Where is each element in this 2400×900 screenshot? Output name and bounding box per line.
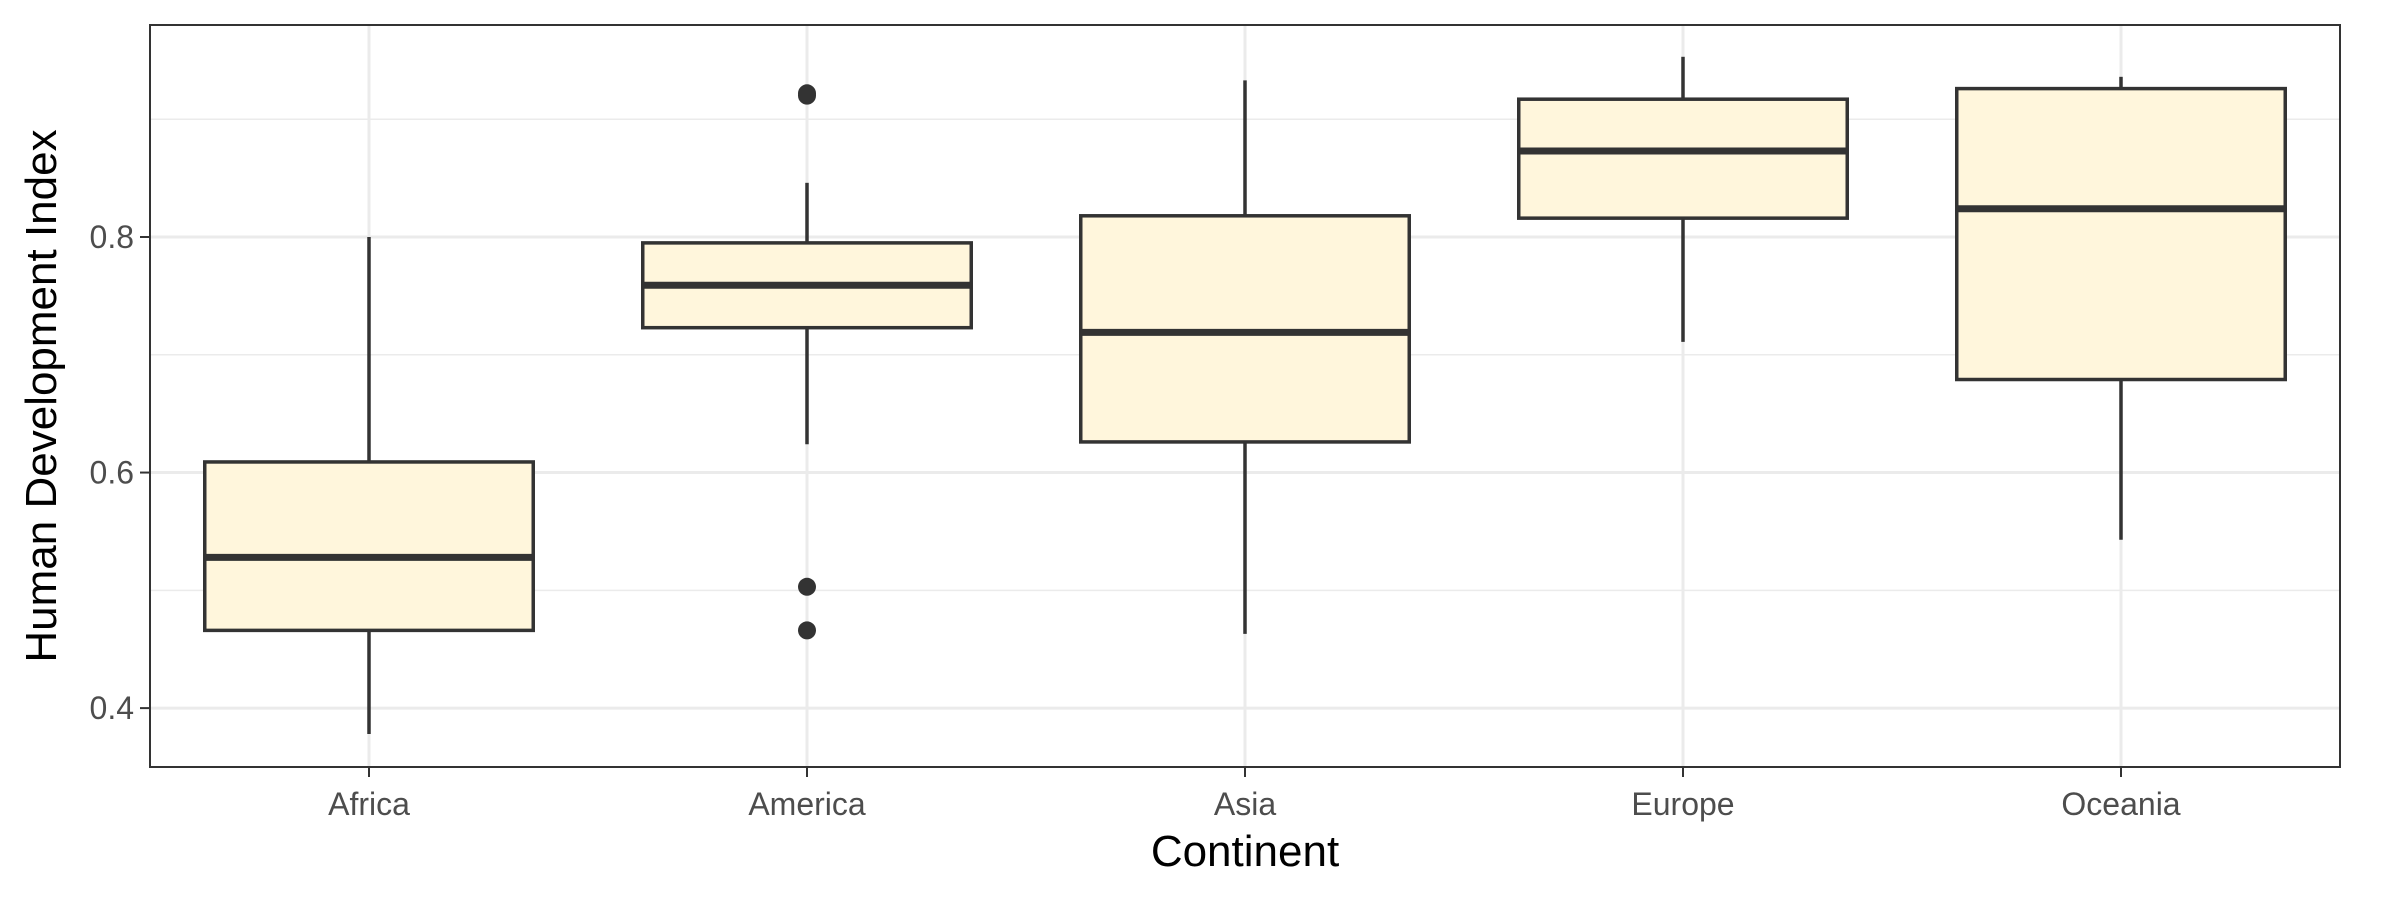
box-africa — [203, 237, 535, 735]
x-axis-title: Continent — [1151, 827, 1339, 876]
box-oceania — [1955, 76, 2287, 540]
outlier-point — [798, 621, 816, 640]
outlier-point — [798, 577, 816, 596]
iqr-box — [203, 460, 535, 633]
x-tick-label: Asia — [1214, 786, 1276, 822]
box-asia — [1079, 80, 1411, 634]
x-tick-label: America — [748, 786, 866, 822]
y-tick-label: 0.8 — [90, 219, 134, 255]
y-tick-label: 0.6 — [90, 455, 134, 491]
outlier-point — [798, 84, 816, 103]
iqr-box — [1955, 86, 2287, 382]
x-tick-label: Europe — [1631, 786, 1734, 822]
box-europe — [1517, 56, 1849, 342]
box-layer — [203, 56, 2287, 735]
iqr-box — [1079, 214, 1411, 444]
iqr-box — [1517, 97, 1849, 220]
box-america — [641, 84, 973, 640]
x-tick-label: Oceania — [2061, 786, 2180, 822]
x-tick-label: Africa — [328, 786, 410, 822]
axis-layer: 0.4 0.6 0.8 Africa America Asia Europe Oceania — [90, 219, 2181, 822]
y-axis-title: Human Development Index — [17, 129, 66, 662]
y-tick-label: 0.4 — [90, 690, 134, 726]
